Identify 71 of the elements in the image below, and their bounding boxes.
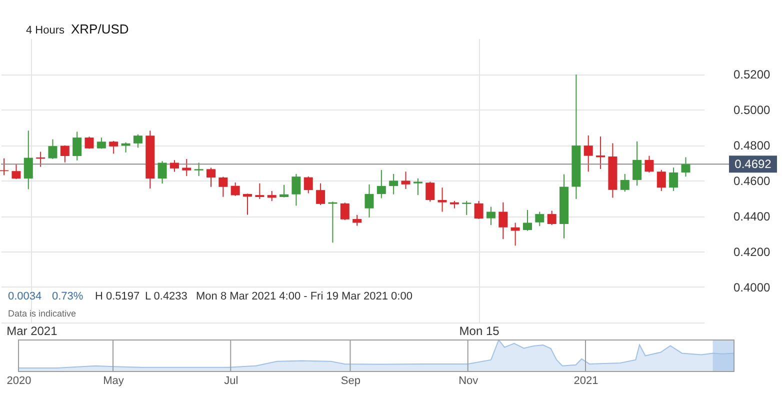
candlestick — [109, 140, 118, 154]
ref-line-label: 0.4692 — [734, 157, 772, 172]
annotation: Data is indicative — [8, 308, 76, 318]
candlestick — [230, 182, 240, 196]
candlestick — [498, 202, 508, 240]
candlestick — [462, 200, 472, 216]
x-tick-label: 2021 — [574, 375, 598, 387]
chart-subtitle: 4 Hours — [26, 24, 66, 36]
candlestick — [182, 158, 192, 177]
candlestick — [340, 202, 350, 221]
candlestick — [584, 134, 593, 172]
x-tick-label: May — [103, 375, 124, 387]
x-tick-label: Mon 15 — [459, 324, 500, 338]
annotation: Mon 8 Mar 2021 4:00 - Fri 19 Mar 2021 0:00 — [196, 290, 412, 302]
candlestick — [255, 182, 264, 200]
candlestick — [522, 209, 532, 232]
annotation: 0.73% — [52, 290, 84, 302]
y-tick-label: 0.4800 — [734, 138, 771, 152]
candlestick — [194, 162, 204, 177]
candlestick — [267, 190, 276, 202]
candlestick — [376, 170, 386, 199]
candlestick — [316, 182, 326, 206]
candlestick — [486, 206, 496, 226]
candlestick — [632, 140, 642, 186]
candlestick — [48, 138, 58, 160]
annotation: L 0.4233 — [145, 290, 188, 302]
candlestick — [644, 155, 654, 174]
candlestick — [133, 134, 142, 148]
candlestick — [535, 211, 544, 227]
candlestick — [0, 158, 9, 176]
candlestick — [364, 184, 374, 218]
candlestick — [72, 131, 82, 161]
candlestick — [218, 176, 228, 198]
candlestick — [401, 171, 410, 190]
candlestick — [12, 164, 21, 180]
x-tick-label: Jul — [224, 375, 238, 387]
x-tick-label: 2020 — [6, 375, 32, 387]
candlestick — [438, 187, 447, 212]
candlestick — [304, 176, 313, 194]
x-tick-label: Sep — [340, 375, 361, 387]
y-tick-label: 0.4400 — [734, 210, 771, 224]
candlestick — [620, 173, 630, 192]
candlestick — [243, 193, 252, 216]
x-tick-label: Mar 2021 — [6, 324, 58, 338]
candlestick — [206, 167, 216, 188]
y-tick-label: 0.5000 — [734, 103, 771, 117]
candlestick — [352, 214, 362, 226]
candlestick — [669, 167, 678, 192]
candlestick — [656, 169, 666, 192]
candlestick — [158, 160, 167, 184]
candlestick — [547, 210, 556, 226]
candlestick — [426, 181, 435, 202]
chart-title: XRP/USD — [71, 22, 129, 36]
y-tick-label: 0.4200 — [734, 245, 771, 259]
x-tick-label: Nov — [458, 375, 479, 387]
candlestick — [389, 173, 398, 195]
candlestick — [292, 173, 301, 206]
candlestick — [328, 201, 338, 244]
annotation: H 0.5197 — [95, 290, 140, 302]
y-tick-label: 0.4000 — [734, 280, 771, 294]
candlestick — [474, 200, 484, 220]
candlestick — [413, 178, 422, 196]
annotation: 0.0034 — [8, 290, 42, 302]
candlestick — [60, 144, 70, 163]
y-tick-label: 0.5200 — [734, 68, 771, 82]
candlestick — [280, 184, 289, 198]
candlestick — [170, 160, 179, 172]
candlestick — [84, 136, 94, 150]
candlestick — [681, 156, 690, 178]
candlestick — [24, 130, 33, 190]
y-tick-label: 0.4600 — [734, 174, 771, 188]
